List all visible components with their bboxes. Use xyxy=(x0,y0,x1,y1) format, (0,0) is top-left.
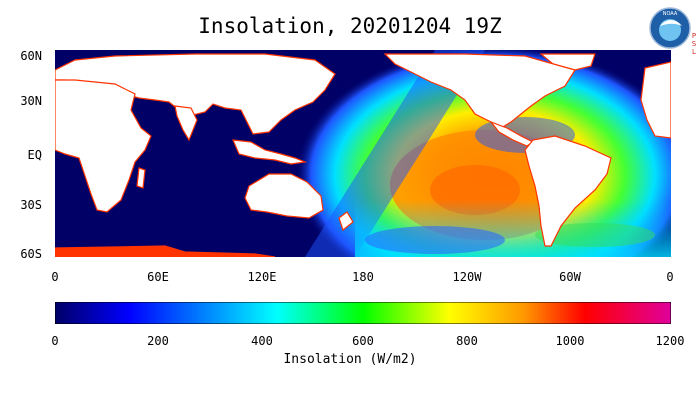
land xyxy=(55,53,671,257)
colorbar xyxy=(55,302,671,324)
madagascar xyxy=(136,167,146,189)
colorbar-tick-800: 800 xyxy=(456,334,478,348)
map-title: Insolation, 20201204 19Z xyxy=(198,14,502,38)
colorbar-tick-1000: 1000 xyxy=(555,334,585,348)
south-america xyxy=(524,135,612,247)
maritime-se-asia xyxy=(232,139,308,165)
lat-label-eq: EQ xyxy=(27,148,42,162)
logo-side-l: L xyxy=(692,48,696,56)
colorbar-tick-1200: 1200 xyxy=(655,334,685,348)
new-zealand xyxy=(338,211,354,232)
antarctica xyxy=(55,245,276,257)
logo-side-s: S xyxy=(692,40,697,48)
colorbar-gradient xyxy=(55,302,671,324)
colorbar-tick-0: 0 xyxy=(51,334,59,348)
terminator-band xyxy=(305,50,485,257)
australia xyxy=(244,173,324,219)
cloud-band xyxy=(365,226,505,254)
colorbar-tick-600: 600 xyxy=(352,334,374,348)
colorbar-tick-400: 400 xyxy=(251,334,273,348)
lon-label-60e: 60E xyxy=(147,270,169,284)
lon-label-60w: 60W xyxy=(559,270,581,284)
lon-label-180: 180 xyxy=(352,270,374,284)
lat-label-60n: 60N xyxy=(20,49,42,63)
lat-label-30s: 30S xyxy=(20,198,42,212)
cloud-band xyxy=(535,223,655,247)
lon-label-0: 0 xyxy=(51,270,59,284)
logo-text: NOAA xyxy=(663,11,678,17)
logo-side-p: P xyxy=(692,32,696,40)
lon-label-120e: 120E xyxy=(247,270,277,284)
lat-label-30n: 30N xyxy=(20,94,42,108)
lat-label-60s: 60S xyxy=(20,247,42,261)
africa xyxy=(55,79,152,213)
insolation-map xyxy=(55,50,671,257)
colorbar-tick-200: 200 xyxy=(147,334,169,348)
noaa-logo: NOAA P S L xyxy=(649,7,697,56)
lon-label-120w: 120W xyxy=(452,270,482,284)
logo-bird-icon xyxy=(660,20,682,26)
greenland xyxy=(539,53,596,71)
lon-label-0-right: 0 xyxy=(666,270,674,284)
europe-right-edge xyxy=(640,61,671,139)
colorbar-label: Insolation (W/m2) xyxy=(283,352,417,367)
north-america xyxy=(383,53,576,129)
india xyxy=(174,105,198,142)
